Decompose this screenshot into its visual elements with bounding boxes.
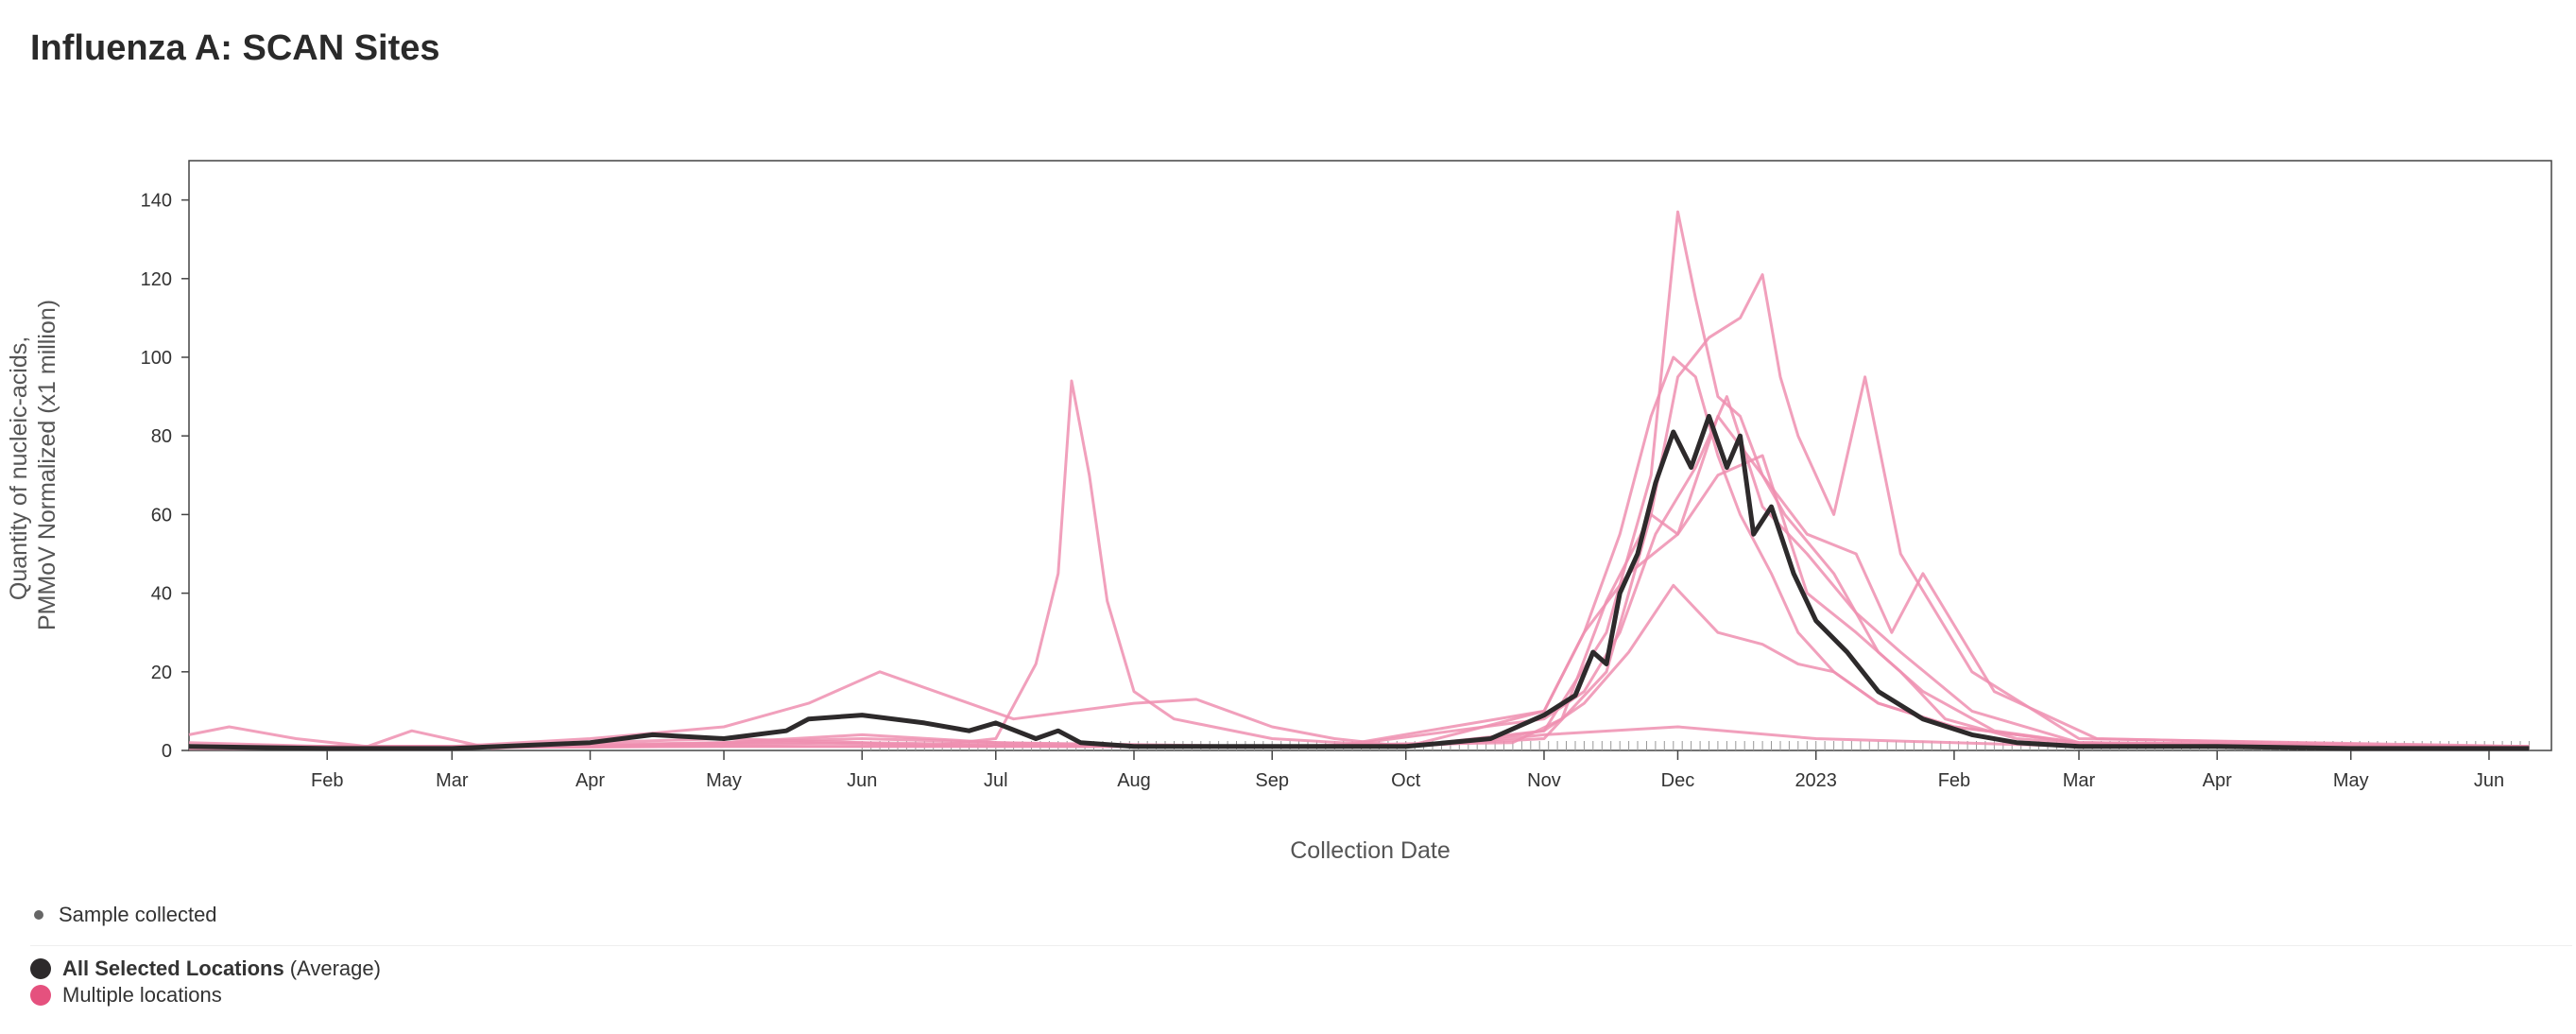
legend-sample-collected: Sample collected: [30, 903, 217, 927]
x-tick-label: Nov: [1527, 770, 1561, 791]
legend-average[interactable]: All Selected Locations (Average): [30, 956, 381, 981]
x-tick-label: Apr: [575, 770, 605, 791]
plot-border: [188, 160, 2552, 751]
location-series-group: [188, 210, 2530, 750]
plot-area: [188, 160, 2552, 751]
series-line-location-1[interactable]: [188, 379, 2530, 750]
x-tick-label: May: [706, 770, 742, 791]
x-tick-label: Feb: [1938, 770, 1970, 791]
legend-average-suffix: (Average): [289, 956, 381, 980]
y-axis: 0 20 40 60 80 100 120 140: [141, 191, 189, 762]
series-line-location-6[interactable]: [189, 583, 2530, 749]
series-line-location-5[interactable]: [188, 414, 2530, 750]
x-tick-label: Jul: [984, 770, 1008, 791]
x-tick-label: Sep: [1255, 770, 1289, 791]
y-axis-title-line-1: Quantity of nucleic-acids,: [6, 336, 32, 600]
x-tick-label: Apr: [2203, 770, 2232, 791]
y-tick-label: 100: [141, 348, 172, 369]
legend-divider: [30, 945, 2572, 946]
series-line-location-4[interactable]: [189, 273, 2530, 749]
x-tick-label: Aug: [1117, 770, 1151, 791]
page-title: Influenza A: SCAN Sites: [30, 28, 440, 68]
x-tick-label: 2023: [1795, 770, 1837, 791]
y-axis-title: Quantity of nucleic-acids, PMMoV Normali…: [6, 300, 60, 630]
x-axis: Feb Mar Apr May Jun Jul Aug Sep Oct Nov Dec 2023 Feb…: [311, 750, 2504, 791]
legend-sample-label: Sample collected: [59, 903, 217, 926]
y-tick-label: 20: [151, 663, 172, 683]
y-axis-title-line-2: PMMoV Normalized (x1 million): [34, 300, 60, 630]
average-dot-icon: [30, 958, 51, 979]
sample-dot-icon: [34, 910, 43, 920]
series-line-location-2[interactable]: [188, 355, 2530, 749]
legend-multiple-label: Multiple locations: [62, 983, 222, 1007]
series-line-location-3[interactable]: [189, 210, 2530, 749]
series-line-location-7[interactable]: [188, 395, 2530, 750]
legend-average-label: All Selected Locations: [62, 956, 284, 980]
average-series-group: [188, 413, 2530, 751]
x-tick-label: Oct: [1391, 770, 1421, 791]
x-tick-label: Dec: [1661, 770, 1695, 791]
x-tick-label: Feb: [311, 770, 343, 791]
x-tick-label: May: [2333, 770, 2369, 791]
y-tick-label: 0: [162, 741, 172, 762]
y-tick-label: 60: [151, 505, 172, 526]
y-tick-label: 40: [151, 584, 172, 605]
x-tick-label: Jun: [847, 770, 877, 791]
series-line-location-8[interactable]: [189, 454, 2530, 749]
series-line-average[interactable]: [188, 413, 2530, 751]
y-tick-label: 80: [151, 426, 172, 447]
y-tick-label: 120: [141, 269, 172, 290]
y-tick-label: 140: [141, 191, 172, 212]
x-axis-title: Collection Date: [1290, 837, 1451, 864]
x-tick-label: Jun: [2474, 770, 2504, 791]
x-tick-label: Mar: [2063, 770, 2096, 791]
legend-multiple-locations[interactable]: Multiple locations: [30, 983, 222, 1008]
locations-dot-icon: [30, 985, 51, 1006]
x-tick-label: Mar: [436, 770, 469, 791]
